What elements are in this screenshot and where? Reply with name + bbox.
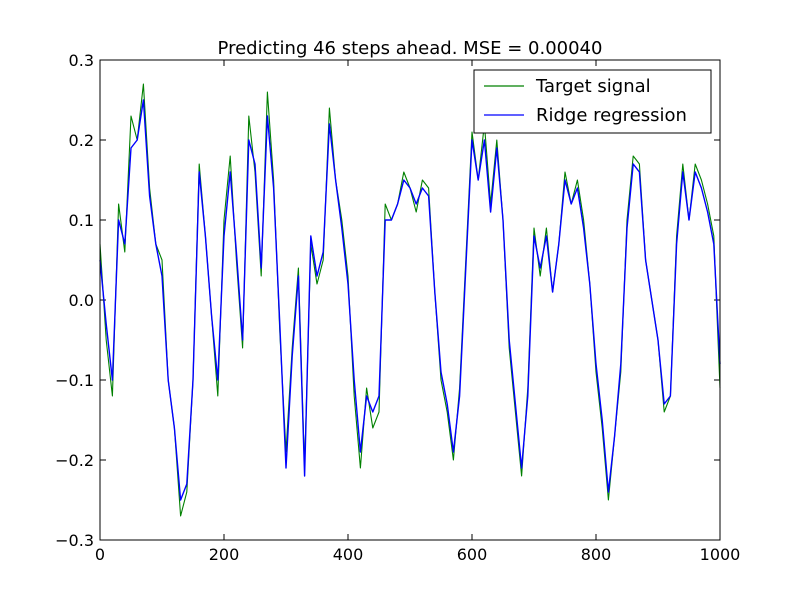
y-ticks: −0.3 −0.2 −0.1 0.0 0.1 0.2 0.3 [55,51,720,550]
y-tick-label: 0.0 [69,291,94,310]
y-tick-label: −0.2 [55,451,94,470]
x-ticks: 0 200 400 600 800 1000 [95,60,740,564]
x-tick-label: 1000 [700,545,741,564]
legend: Target signal Ridge regression [473,69,712,134]
x-tick-label: 800 [581,545,612,564]
x-tick-label: 600 [457,545,488,564]
y-tick-label: 0.3 [69,51,94,70]
y-tick-label: 0.2 [69,131,94,150]
x-tick-label: 400 [333,545,364,564]
legend-box [473,69,712,134]
legend-label-target-signal: Target signal [535,76,651,97]
x-tick-label: 0 [95,545,105,564]
x-tick-label: 200 [209,545,240,564]
legend-label-ridge-regression: Ridge regression [536,105,687,126]
plot-area-frame [99,59,721,541]
series-line-ridge-regression [99,99,721,501]
y-tick-label: 0.1 [69,211,94,230]
chart-title: Predicting 46 steps ahead. MSE = 0.00040 [218,38,603,59]
series-group [99,83,721,517]
y-tick-label: −0.1 [55,371,94,390]
y-tick-label: −0.3 [55,531,94,550]
